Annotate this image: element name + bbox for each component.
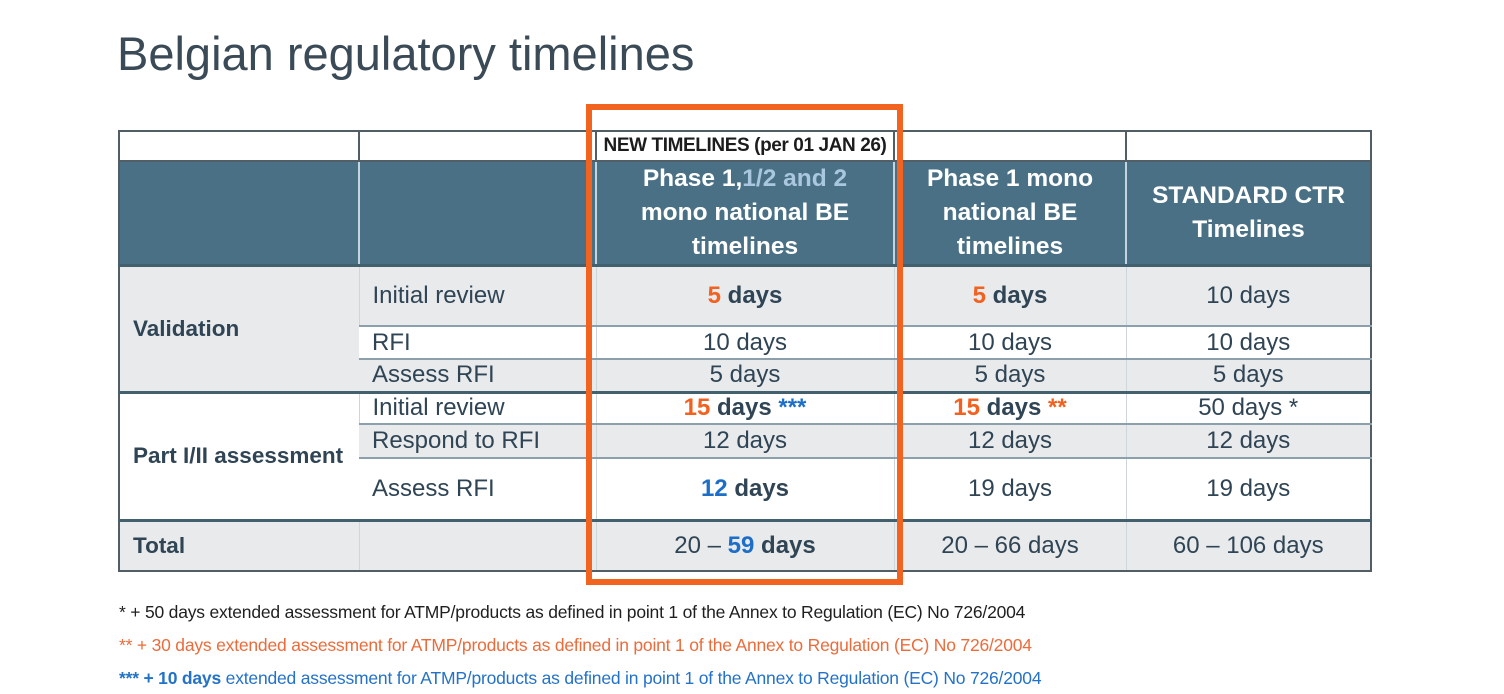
step-initial-review: Initial review <box>358 263 596 326</box>
value-unit: days <box>716 394 772 422</box>
step-assess-rfi: Assess RFI <box>359 457 596 520</box>
value-number-orange: 15 <box>953 394 980 422</box>
step-assess-rfi: Assess RFI <box>359 358 596 392</box>
value-phase1-total: 20 – 66 days <box>893 518 1126 571</box>
header-empty-cell <box>358 160 596 266</box>
value-phase1-rfi: 10 days <box>893 325 1126 359</box>
header-new-be-timelines: Phase 1,1/2 and 2 mono national BE timel… <box>595 160 894 266</box>
value-unit: days <box>992 281 1048 309</box>
value-new-be-assessment-assess: 12 days <box>595 457 894 520</box>
header-row: Phase 1,1/2 and 2 mono national BE timel… <box>119 160 1371 266</box>
banner-empty-cell <box>119 130 360 162</box>
banner-empty-cell <box>358 130 597 162</box>
row-assessment-initial-review: Part I/II assessment Initial review 15 d… <box>119 390 1371 520</box>
timelines-table: NEW TIMELINES (per 01 JAN 26) Phase 1,1/… <box>118 130 1372 572</box>
header-text: mono national BE <box>640 198 850 226</box>
total-unit: days <box>754 531 816 559</box>
value-phase1-assess-rfi: 5 days <box>893 358 1126 392</box>
footnote-marker-orange: ** <box>1048 394 1067 422</box>
footnote-marker-blue: *** <box>778 394 807 422</box>
header-empty-cell <box>119 160 359 266</box>
row-total: Total 20 – 59 days 20 – 66 days 60 – 106… <box>119 518 1371 571</box>
footnote-1: * + 50 days extended assessment for ATMP… <box>119 602 1026 622</box>
value-phase1-respond-rfi: 12 days <box>893 423 1126 458</box>
footnote-2: ** + 30 days extended assessment for ATM… <box>119 635 1032 655</box>
value-new-be-rfi: 10 days <box>595 325 894 359</box>
page-title: Belgian regulatory timelines <box>117 27 695 80</box>
value-phase1-assessment-initial: 15 days ** <box>893 390 1126 424</box>
value-ctr-respond-rfi: 12 days <box>1125 423 1371 458</box>
footnotes: * + 50 days extended assessment for ATMP… <box>119 602 1042 694</box>
total-empty-cell <box>358 518 596 571</box>
header-text: Timelines <box>1192 215 1305 243</box>
banner-row: NEW TIMELINES (per 01 JAN 26) <box>119 130 1372 162</box>
value-number-orange: 15 <box>683 394 711 422</box>
timelines-table-wrap: NEW TIMELINES (per 01 JAN 26) Phase 1,1/… <box>118 130 1372 572</box>
header-text-lightblue: 1/2 and 2 <box>742 165 848 193</box>
value-ctr-rfi: 10 days <box>1125 325 1371 359</box>
value-unit: days <box>986 394 1042 422</box>
value-ctr-total: 60 – 106 days <box>1125 518 1371 571</box>
group-label-validation: Validation <box>119 263 359 392</box>
total-range-start: 20 – <box>674 531 728 559</box>
header-text: Phase 1, <box>642 165 743 193</box>
value-ctr-assessment-initial: 50 days * <box>1125 390 1371 424</box>
banner-empty-cell <box>893 130 1127 162</box>
value-new-be-respond-rfi: 12 days <box>595 423 894 458</box>
header-text: timelines <box>956 232 1064 260</box>
header-text: Phase 1 mono <box>926 165 1094 193</box>
header-standard-ctr: STANDARD CTR Timelines <box>1125 160 1371 266</box>
value-number-blue: 12 <box>700 474 728 502</box>
header-text: timelines <box>691 232 799 260</box>
footnote-3-bold: *** + 10 days <box>119 668 221 688</box>
banner-empty-cell <box>1125 130 1372 162</box>
value-number-orange: 5 <box>707 281 721 309</box>
row-assessment-assess-rfi: Assess RFI 12 days 19 days 19 days <box>119 457 1371 520</box>
row-assessment-respond-rfi: Respond to RFI 12 days 12 days 12 days <box>119 423 1371 458</box>
value-ctr-initial-review: 10 days <box>1125 263 1371 326</box>
value-ctr-assess-rfi: 5 days <box>1125 358 1371 392</box>
value-new-be-assessment-initial: 15 days *** <box>595 390 894 424</box>
step-respond-to-rfi: Respond to RFI <box>359 423 596 458</box>
header-phase1-mono: Phase 1 mono national BE timelines <box>893 160 1126 266</box>
header-text: STANDARD CTR <box>1152 181 1345 209</box>
footnote-3: *** + 10 days extended assessment for AT… <box>119 668 1042 689</box>
value-new-be-total: 20 – 59 days <box>595 518 894 571</box>
total-number-blue: 59 <box>727 531 755 559</box>
row-validation-rfi: RFI 10 days 10 days 10 days <box>119 325 1371 359</box>
value-new-be-assess-rfi: 5 days <box>595 358 894 392</box>
footnote-3-rest: extended assessment for ATMP/products as… <box>221 668 1042 688</box>
new-timelines-banner: NEW TIMELINES (per 01 JAN 26) <box>595 130 895 162</box>
value-phase1-initial-review: 5 days <box>893 263 1126 326</box>
row-validation-assess-rfi: Assess RFI 5 days 5 days 5 days <box>119 358 1371 392</box>
total-label: Total <box>119 518 359 571</box>
header-text: national BE <box>942 198 1078 226</box>
value-phase1-assessment-assess: 19 days <box>893 457 1126 520</box>
value-ctr-assessment-assess: 19 days <box>1125 457 1371 520</box>
step-initial-review: Initial review <box>358 390 596 424</box>
value-new-be-initial-review: 5 days <box>595 263 894 326</box>
value-unit: days <box>734 474 790 502</box>
group-label-part-i-ii-assessment: Part I/II assessment <box>119 390 359 520</box>
row-validation-initial-review: Validation Initial review 5 days 5 days … <box>119 263 1371 392</box>
step-rfi: RFI <box>359 325 596 359</box>
value-number-orange: 5 <box>972 281 986 309</box>
value-unit: days <box>727 281 783 309</box>
